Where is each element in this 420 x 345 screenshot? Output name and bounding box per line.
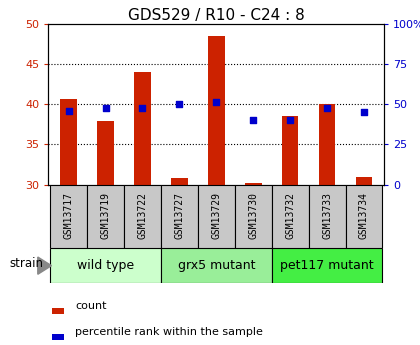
Bar [309,185,346,248]
Point [213,99,220,105]
Bar [124,185,161,248]
Bar [50,185,87,248]
Point [102,105,109,110]
Bar [208,36,225,185]
Text: GSM13717: GSM13717 [63,192,73,239]
Bar [50,248,161,283]
Text: strain: strain [9,257,43,270]
Point [65,108,72,114]
Bar [319,104,336,185]
Polygon shape [38,257,51,274]
Bar [198,185,235,248]
Point [250,118,257,123]
Bar [60,99,77,185]
Text: GSM13732: GSM13732 [285,192,295,239]
Text: wild type: wild type [77,259,134,272]
Bar [52,308,64,314]
Bar [134,72,151,185]
Bar [161,185,198,248]
Point [361,110,368,115]
Text: GSM13719: GSM13719 [100,192,110,239]
Text: grx5 mutant: grx5 mutant [178,259,255,272]
Bar [52,334,64,339]
Bar [97,121,114,185]
Bar [272,248,383,283]
Text: count: count [75,302,107,312]
Text: pet117 mutant: pet117 mutant [280,259,374,272]
Bar [87,185,124,248]
Point [139,106,146,111]
Point [324,105,331,110]
Bar [235,185,272,248]
Text: GSM13727: GSM13727 [174,192,184,239]
Text: GSM13729: GSM13729 [211,192,221,239]
Text: GSM13730: GSM13730 [248,192,258,239]
Text: GSM13733: GSM13733 [322,192,332,239]
Bar [245,183,262,185]
Bar [356,177,372,185]
Text: percentile rank within the sample: percentile rank within the sample [75,327,263,337]
Text: GSM13734: GSM13734 [359,192,369,239]
Point [176,101,183,107]
Point [287,117,294,122]
Bar [282,116,299,185]
Bar [346,185,383,248]
Text: GSM13722: GSM13722 [137,192,147,239]
Bar [161,248,272,283]
Title: GDS529 / R10 - C24 : 8: GDS529 / R10 - C24 : 8 [128,8,304,23]
Bar [272,185,309,248]
Bar [171,178,188,185]
